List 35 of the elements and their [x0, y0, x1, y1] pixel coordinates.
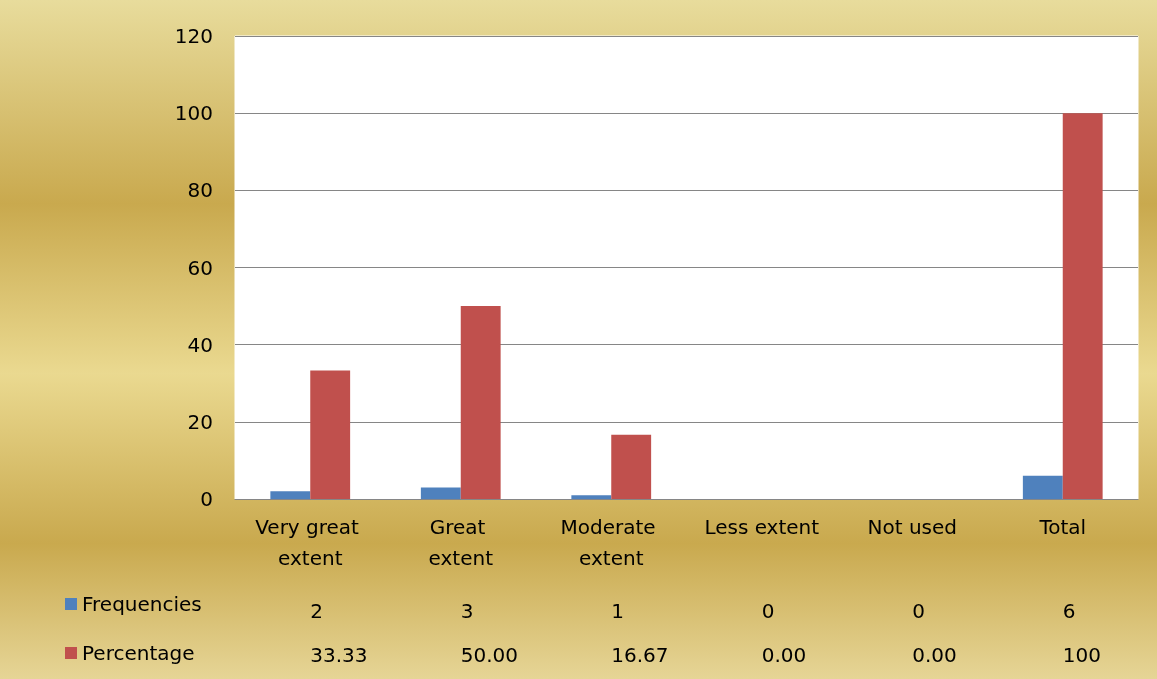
- data-label: 0.00: [761, 643, 807, 667]
- y-tick-label: 0: [200, 487, 213, 511]
- legend-label: Frequencies: [82, 592, 202, 616]
- y-tick-label: 80: [187, 178, 213, 203]
- bar: [420, 487, 461, 499]
- x-tick-label: Moderate extent: [560, 514, 662, 570]
- bar: [571, 495, 612, 499]
- y-tick-label: 40: [187, 332, 213, 357]
- bar: [611, 434, 652, 499]
- data-label: 100: [1062, 643, 1101, 667]
- x-tick-label: Less extent: [704, 514, 820, 539]
- data-label: 50.00: [460, 643, 519, 667]
- data-label: 33.33: [310, 643, 368, 667]
- bar: [1062, 113, 1103, 499]
- data-label: 16.67: [611, 643, 669, 667]
- x-tick-label: Not used: [867, 514, 957, 539]
- x-tick-label: Very great extent: [255, 514, 366, 570]
- data-label: 6: [1062, 599, 1076, 623]
- bar: [1022, 475, 1063, 499]
- x-tick-label: Great extent: [428, 514, 494, 570]
- bar: [460, 306, 501, 499]
- y-tick-label: 100: [174, 101, 213, 126]
- data-label: 3: [460, 599, 474, 623]
- data-label: 0.00: [912, 643, 957, 667]
- bar: [270, 491, 311, 499]
- legend-label: Percentage: [82, 641, 195, 665]
- x-tick-label: Total: [1038, 514, 1087, 539]
- y-tick-label: 120: [174, 24, 213, 48]
- bar: [310, 370, 351, 499]
- data-label: 2: [310, 599, 323, 623]
- y-tick-label: 60: [187, 255, 213, 280]
- y-tick-label: 20: [187, 409, 213, 434]
- data-label: 0: [912, 599, 925, 623]
- data-label: 0: [761, 599, 775, 623]
- data-label: 1: [611, 599, 624, 623]
